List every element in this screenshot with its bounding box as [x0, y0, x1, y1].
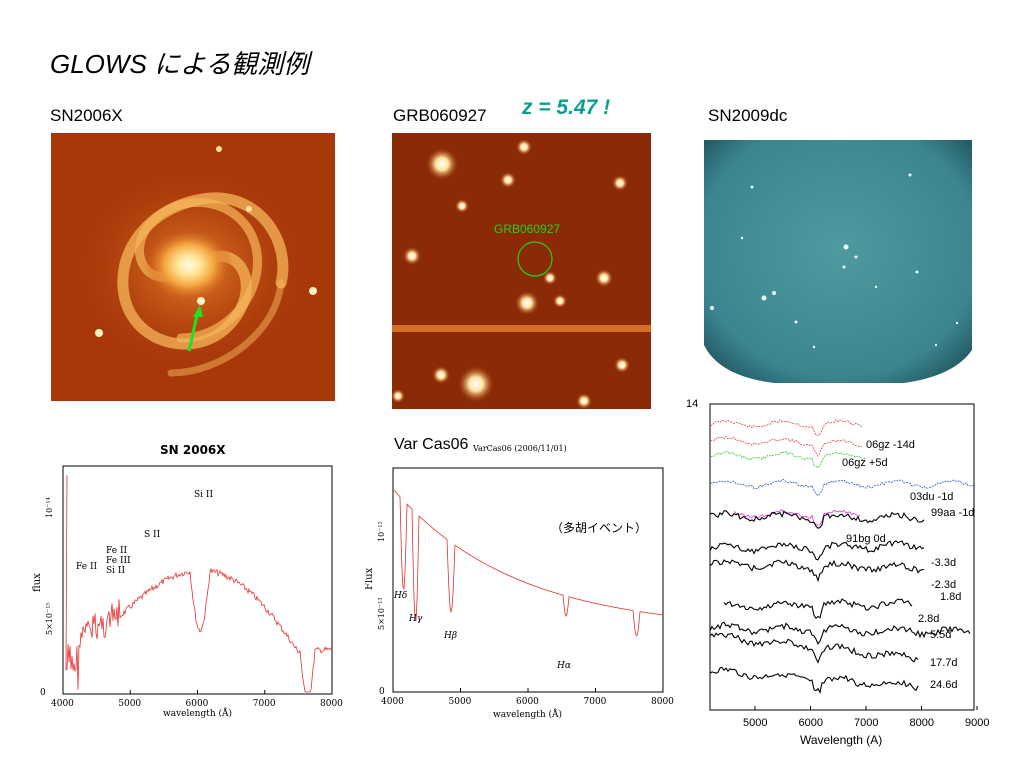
chart1-xtick-label: 4000: [51, 699, 74, 709]
chart3-series-label: 1.8d: [940, 591, 961, 603]
chart2-xlabel: wavelength (Å): [493, 708, 562, 720]
chart3-series-line: [710, 435, 863, 458]
chart1-xtick-label: 7000: [253, 699, 276, 709]
chart1-ytick-2: 10⁻¹⁴: [45, 497, 54, 518]
sn2006x-label: SN2006X: [50, 106, 123, 125]
chart3-series-label: 2.8d: [918, 613, 939, 625]
chart2-xtick-label: 7000: [584, 697, 607, 707]
chart1-ylabel: flux: [32, 573, 43, 592]
chart3-series-label: 5.5d: [930, 629, 951, 641]
chart3-series-line: [709, 632, 919, 664]
comparison-spectra-chart: 14 06gz -14d 06gz +5d 03du -1d 99aa -1d 91bg…: [684, 396, 1014, 752]
chart1-xtick-label: 6000: [186, 699, 209, 709]
chart2-annot-halpha: Hα: [556, 661, 571, 671]
chart3-series-line: [709, 559, 925, 583]
chart3-series-line: [709, 510, 925, 529]
chart3-series-label: 24.6d: [930, 679, 958, 691]
chart2-ytick-0: 0: [379, 687, 385, 697]
chart1-xtick-label: 8000: [320, 699, 343, 709]
chart2-ytick-2: 10⁻¹²: [377, 521, 386, 542]
chart2-xtick-label: 8000: [651, 697, 674, 707]
chart1-annot-feII-2: Fe II: [106, 546, 127, 556]
slide-title: GLOWS による観測例: [50, 49, 310, 79]
chart1-spectrum-line: [65, 474, 333, 693]
chart2-ytick-1: 5×10⁻¹³: [377, 597, 386, 630]
sn2006x-image: [51, 133, 335, 401]
chart3-series-label: 99aa -1d: [931, 507, 974, 519]
chart3-series-line: [709, 419, 863, 436]
chart2-xtick-label: 6000: [516, 697, 539, 707]
sn2009dc-image: [704, 140, 972, 383]
chart3-series-label: 03du -1d: [910, 491, 953, 503]
chart3-xtick-label: 8000: [910, 717, 934, 729]
chart3-xlabel: Wavelength (A): [800, 733, 882, 747]
chart2-ylabel: Flux: [365, 567, 375, 590]
chart3-frame: [709, 403, 975, 711]
chart1-frame: [62, 465, 333, 695]
chart3-xtick-label: 9000: [965, 717, 989, 729]
chart2-frame: [392, 467, 664, 693]
chart2-note: （多胡イベント）: [551, 521, 648, 535]
chart3-series-label: -2.3d: [931, 579, 956, 591]
chart2-title: Var Cas06: [394, 436, 469, 453]
grb-image: GRB060927: [392, 133, 651, 409]
chart2-annot-hbeta: Hβ: [443, 631, 457, 641]
chart1-xlabel: wavelength (Å): [163, 707, 232, 719]
chart1-annot-siII-2: Si II: [194, 490, 213, 500]
chart1-ytick-1: 5×10⁻¹⁵: [45, 602, 54, 635]
sn2006x-spectrum-chart: SN 2006X 4000 5000 6000 7000 8000 0 5×10⁻¹⁵ …: [30, 440, 350, 730]
chart1-annot-sII: S II: [144, 530, 161, 540]
chart1-xtick-label: 5000: [118, 699, 141, 709]
chart3-series-label: 06gz +5d: [842, 457, 888, 469]
chart3-series-line: [709, 479, 975, 497]
chart3-xtick-label: 5000: [743, 717, 767, 729]
varcas06-spectrum-chart: Var Cas06 VarCas06 (2006/11/01) （多胡イベント）…: [365, 432, 675, 730]
chart2-xtick-label: 5000: [449, 697, 472, 707]
chart3-series-line: [709, 451, 867, 469]
chart1-annot-siII-1: Si II: [106, 566, 125, 576]
chart3-series-label: -3.3d: [931, 557, 956, 569]
redshift-label: z = 5.47 !: [522, 96, 611, 119]
sn2009dc-label: SN2009dc: [708, 106, 788, 125]
chart2-subtitle: VarCas06 (2006/11/01): [473, 444, 567, 453]
chart1-annot-feIII: Fe III: [106, 556, 131, 566]
chart1-annot-feII-1: Fe II: [76, 562, 97, 572]
chart3-series-label: 06gz -14d: [866, 439, 915, 451]
chart3-xtick-label: 7000: [854, 717, 878, 729]
chart3-series-line: [723, 598, 913, 620]
chart3-xtick-label: 6000: [799, 717, 823, 729]
chart1-ytick-0: 0: [40, 688, 46, 698]
chart2-xtick-label: 4000: [381, 697, 404, 707]
chart3-ytick-14: 14: [686, 398, 698, 410]
chart2-annot-hdelta: Hδ: [393, 591, 407, 601]
chart2-spectrum-line: [393, 489, 664, 636]
chart3-series-line: [733, 509, 861, 526]
chart3-series-line: [709, 540, 925, 561]
chart3-series-label: 91bg 0d: [846, 533, 886, 545]
grb-marker-label: GRB060927: [494, 222, 560, 236]
chart3-series-line: [709, 666, 919, 694]
chart1-title: SN 2006X: [160, 443, 226, 457]
chart3-series-label: 17.7d: [930, 657, 958, 669]
grb-label: GRB060927: [393, 106, 487, 125]
chart3-series-line: [709, 621, 971, 646]
chart2-annot-hgamma: Hγ: [408, 614, 423, 624]
